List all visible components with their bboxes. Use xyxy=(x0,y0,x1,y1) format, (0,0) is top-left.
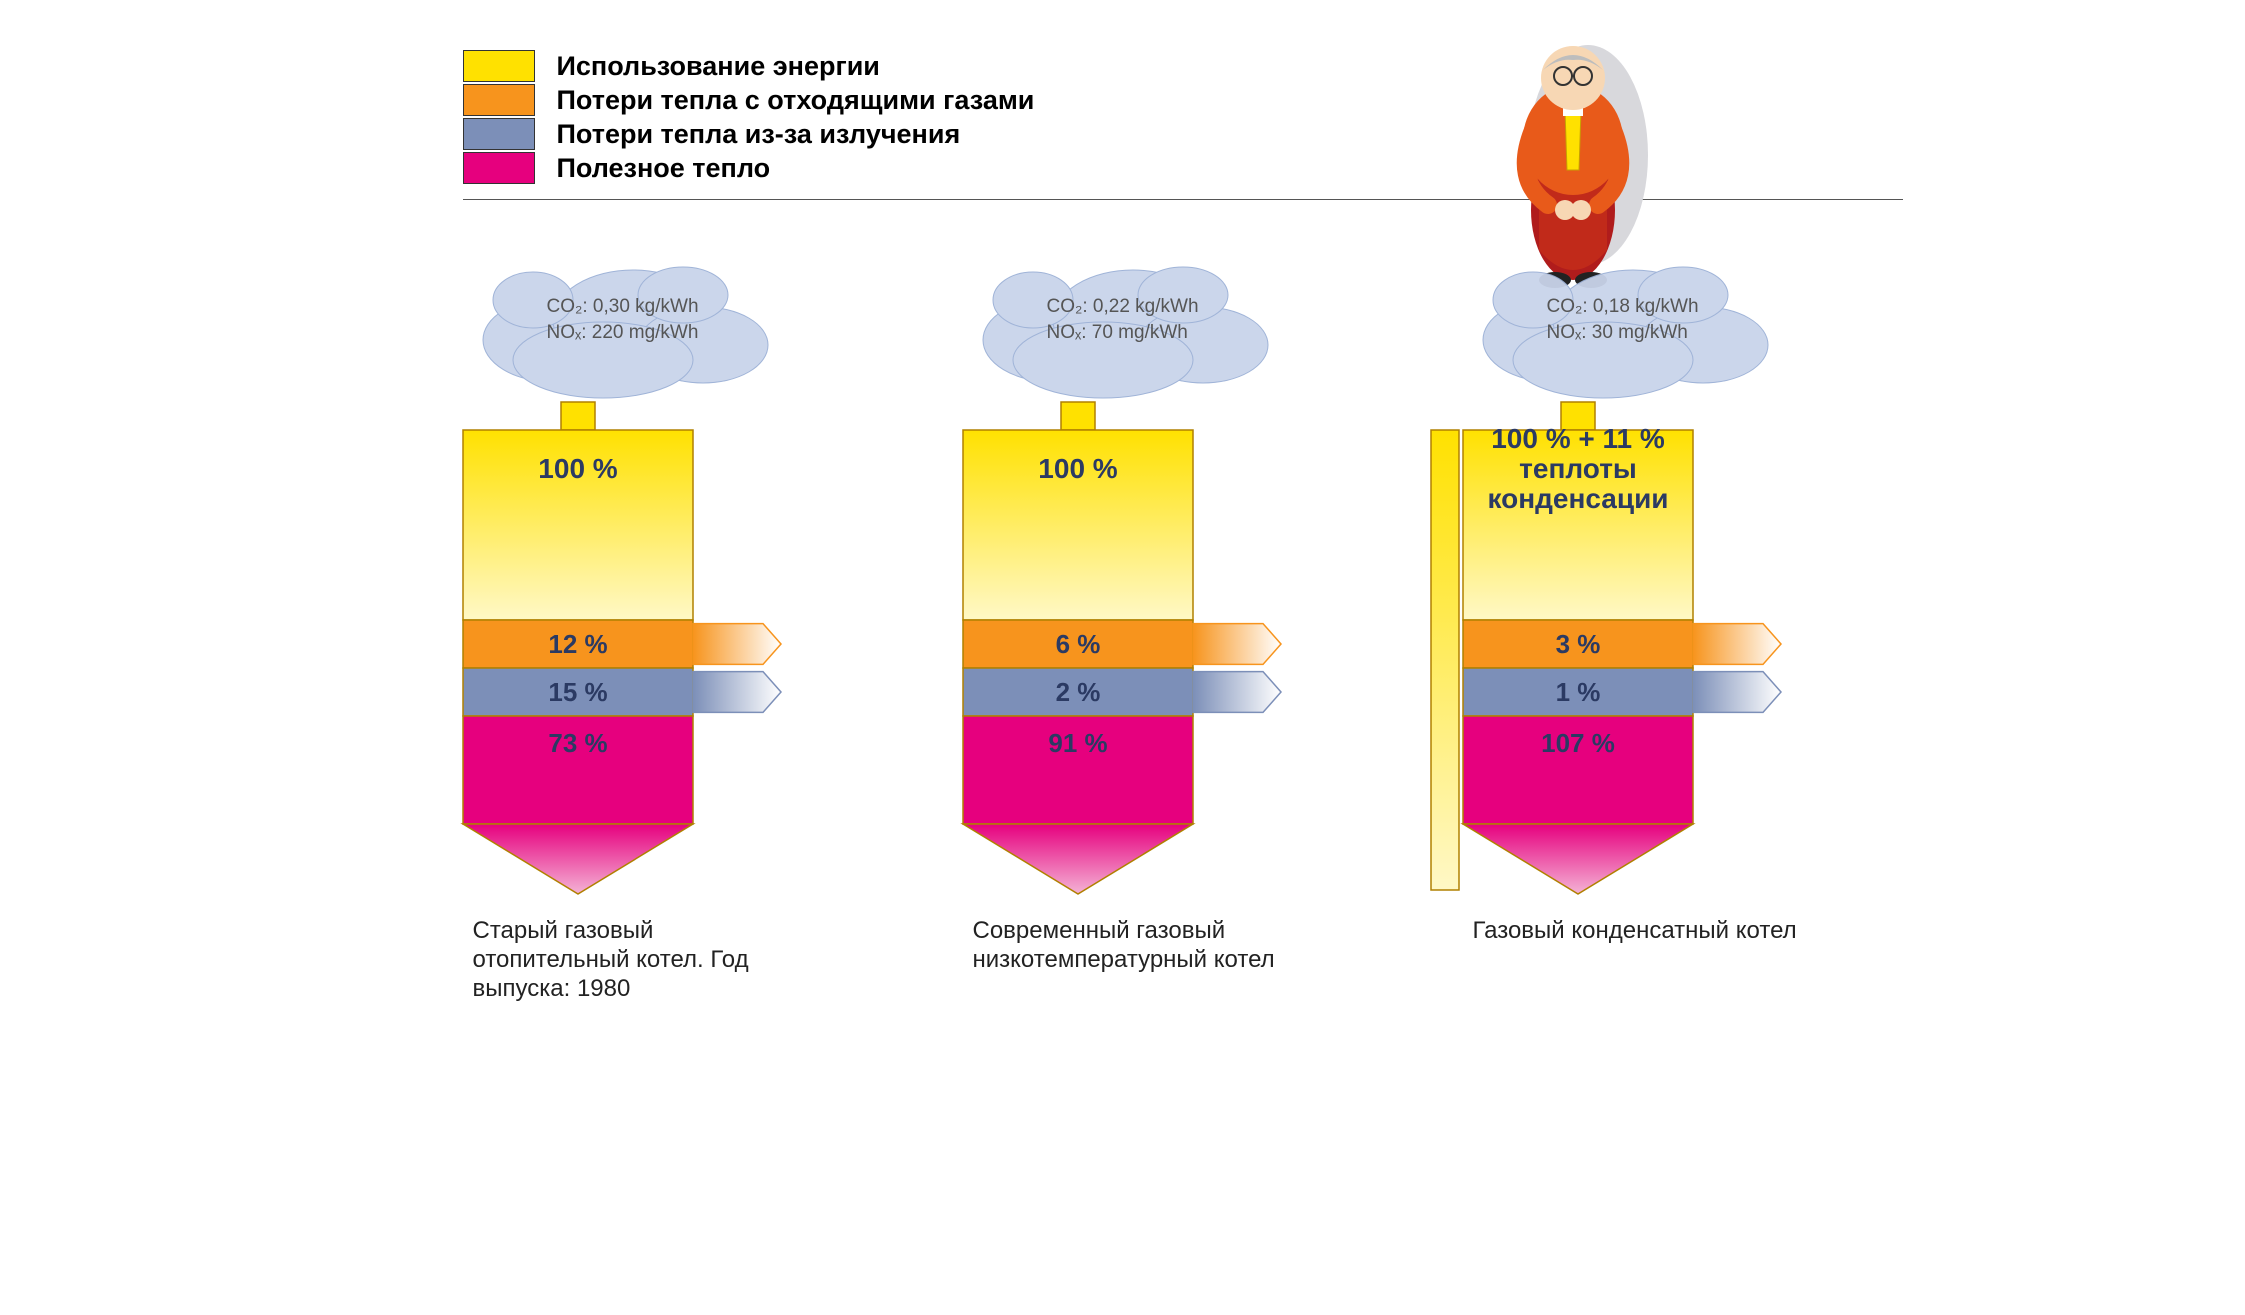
legend-label: Полезное тепло xyxy=(557,153,771,184)
legend-row: Потери тепла из-за излучения xyxy=(463,118,1903,150)
boiler-column: CO₂: 0,30 kg/kWh NOₓ: 220 mg/kWh xyxy=(443,230,803,1003)
boiler-diagram: 100 % + 11 %теплотыконденсации 3 % 1 % 1… xyxy=(1398,400,1848,902)
boiler-caption: Старый газовый отопительный котел. Год в… xyxy=(473,917,803,1003)
boiler-caption: Современный газовый низкотемпературный к… xyxy=(973,917,1303,975)
boilers-row: CO₂: 0,30 kg/kWh NOₓ: 220 mg/kWh xyxy=(343,230,1903,1003)
exhaust-label: 12 % xyxy=(548,629,607,659)
boiler-top-line: 100 % xyxy=(1038,453,1117,484)
infographic-container: Использование энергииПотери тепла с отхо… xyxy=(343,50,1903,1003)
boiler-top-line: 100 % + 11 % xyxy=(1491,423,1665,454)
legend-swatch xyxy=(463,152,535,184)
emissions-cloud: CO₂: 0,30 kg/kWh NOₓ: 220 mg/kWh xyxy=(453,230,793,410)
legend-swatch xyxy=(463,84,535,116)
useful-label: 73 % xyxy=(548,728,607,758)
boiler-top-line: теплоты xyxy=(1519,453,1637,484)
boiler-diagram: 100 % 6 % 2 % 91 % xyxy=(898,400,1348,902)
emissions-text: CO₂: 0,22 kg/kWh NOₓ: 70 mg/kWh xyxy=(1046,294,1198,345)
emissions-cloud: CO₂: 0,22 kg/kWh NOₓ: 70 mg/kWh xyxy=(953,230,1293,410)
radiation-label: 15 % xyxy=(548,677,607,707)
boiler-caption: Газовый конденсатный котел xyxy=(1473,917,1797,946)
boiler-diagram: 100 % 12 % 15 % 73 % xyxy=(398,400,848,902)
emissions-text: CO₂: 0,18 kg/kWh NOₓ: 30 mg/kWh xyxy=(1546,294,1698,345)
emissions-text: CO₂: 0,30 kg/kWh NOₓ: 220 mg/kWh xyxy=(546,294,698,345)
legend-row: Полезное тепло xyxy=(463,152,1903,184)
legend-divider xyxy=(463,199,1903,200)
legend-label: Использование энергии xyxy=(557,51,880,82)
legend-swatch xyxy=(463,50,535,82)
legend-swatch xyxy=(463,118,535,150)
boiler-top-line: конденсации xyxy=(1487,483,1668,514)
boiler-top-line: 100 % xyxy=(538,453,617,484)
useful-label: 107 % xyxy=(1541,728,1615,758)
boiler-column: CO₂: 0,22 kg/kWh NOₓ: 70 mg/kWh xyxy=(943,230,1303,1003)
boiler-column: CO₂: 0,18 kg/kWh NOₓ: 30 mg/kWh xyxy=(1443,230,1803,1003)
exhaust-label: 3 % xyxy=(1555,629,1600,659)
legend-label: Потери тепла с отходящими газами xyxy=(557,85,1035,116)
emissions-cloud: CO₂: 0,18 kg/kWh NOₓ: 30 mg/kWh xyxy=(1453,230,1793,410)
useful-label: 91 % xyxy=(1048,728,1107,758)
radiation-label: 1 % xyxy=(1555,677,1600,707)
exhaust-label: 6 % xyxy=(1055,629,1100,659)
legend-label: Потери тепла из-за излучения xyxy=(557,119,961,150)
legend: Использование энергииПотери тепла с отхо… xyxy=(463,50,1903,200)
legend-row: Использование энергии xyxy=(463,50,1903,82)
radiation-label: 2 % xyxy=(1055,677,1100,707)
legend-row: Потери тепла с отходящими газами xyxy=(463,84,1903,116)
